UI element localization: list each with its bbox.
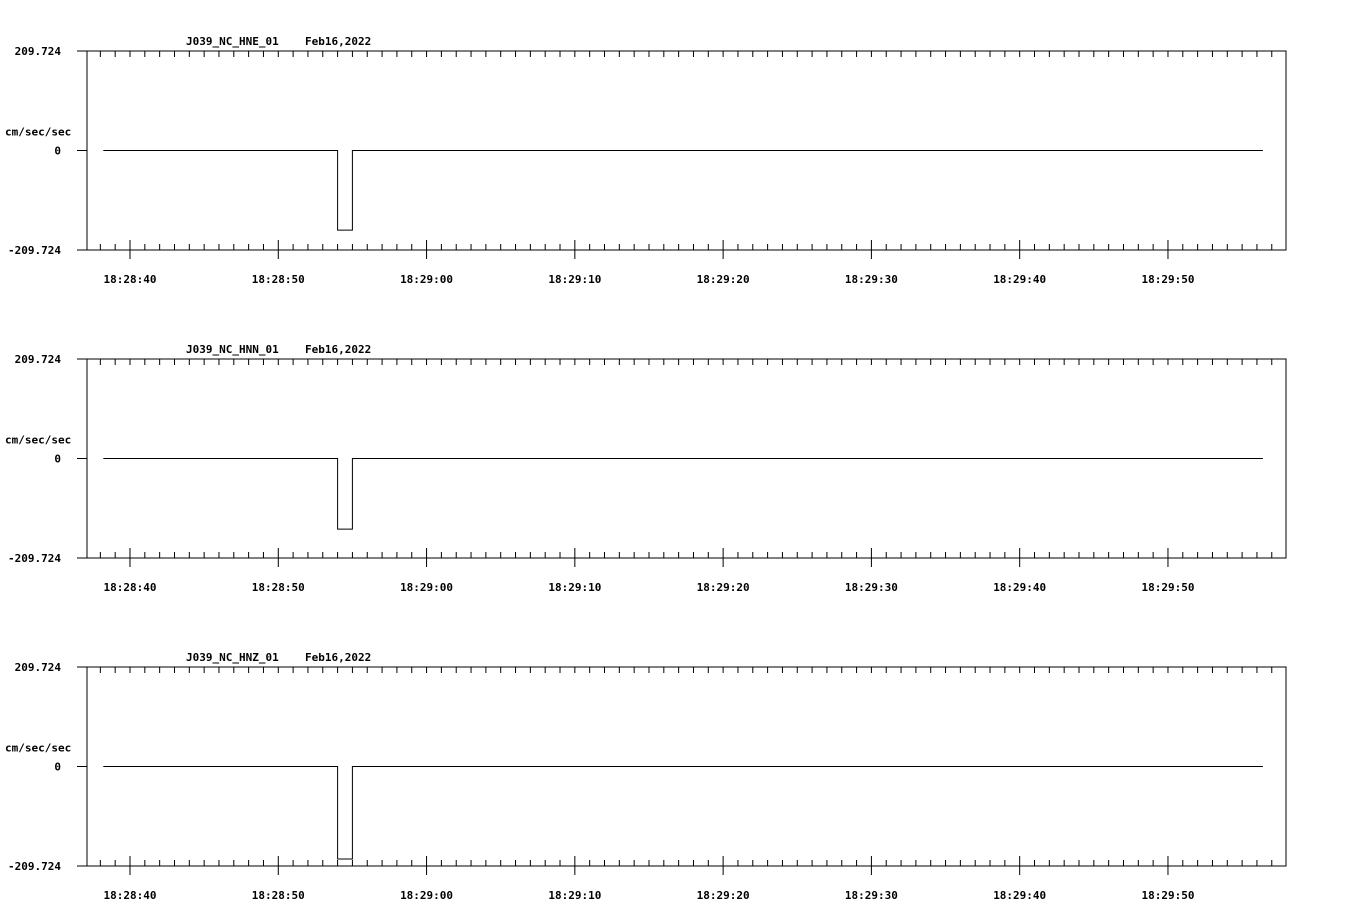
x-tick-label: 18:29:10	[548, 273, 601, 286]
x-tick-label: 18:28:40	[104, 273, 157, 286]
x-tick-label: 18:28:40	[104, 889, 157, 902]
y-axis-label: cm/sec/sec	[5, 742, 71, 755]
x-tick-label: 18:29:10	[548, 889, 601, 902]
x-tick-label: 18:29:50	[1141, 581, 1194, 594]
x-tick-label: 18:29:00	[400, 889, 453, 902]
y-tick-label: 0	[54, 761, 61, 774]
y-axis-label: cm/sec/sec	[5, 434, 71, 447]
trace-hnn	[103, 458, 1263, 530]
y-tick-label: 209.724	[15, 45, 62, 58]
x-tick-label: 18:29:20	[697, 889, 750, 902]
x-tick-label: 18:29:10	[548, 581, 601, 594]
y-tick-label: 0	[54, 145, 61, 158]
y-tick-label: 209.724	[15, 353, 62, 366]
x-tick-label: 18:29:30	[845, 581, 898, 594]
x-tick-label: 18:28:40	[104, 581, 157, 594]
y-axis-label: cm/sec/sec	[5, 126, 71, 139]
station-title: J039_NC_HNE_01	[186, 35, 279, 48]
x-tick-label: 18:29:50	[1141, 273, 1194, 286]
x-tick-label: 18:29:40	[993, 581, 1046, 594]
y-tick-label: -209.724	[8, 244, 61, 257]
y-tick-label: -209.724	[8, 552, 61, 565]
y-tick-label: 209.724	[15, 661, 62, 674]
x-tick-label: 18:29:30	[845, 273, 898, 286]
y-tick-label: 0	[54, 453, 61, 466]
x-tick-label: 18:28:50	[252, 581, 305, 594]
x-tick-label: 18:29:30	[845, 889, 898, 902]
x-tick-label: 18:29:00	[400, 273, 453, 286]
date-title: Feb16,2022	[305, 343, 371, 356]
date-title: Feb16,2022	[305, 651, 371, 664]
date-title: Feb16,2022	[305, 35, 371, 48]
x-tick-label: 18:28:50	[252, 273, 305, 286]
trace-hnz	[103, 766, 1263, 860]
x-tick-label: 18:29:20	[697, 273, 750, 286]
panel-hnz: J039_NC_HNZ_01 Feb16,2022 209.724 0 -209.724…	[5, 651, 1287, 902]
x-tick-label: 18:29:00	[400, 581, 453, 594]
x-tick-label: 18:29:50	[1141, 889, 1194, 902]
x-tick-label: 18:29:20	[697, 581, 750, 594]
x-tick-label: 18:29:40	[993, 273, 1046, 286]
station-title: J039_NC_HNZ_01	[186, 651, 279, 664]
trace-hne	[103, 150, 1263, 231]
x-tick-label: 18:29:40	[993, 889, 1046, 902]
x-tick-label: 18:28:50	[252, 889, 305, 902]
panel-hnn: J039_NC_HNN_01 Feb16,2022 209.724 0 -209.724…	[5, 343, 1287, 594]
station-title: J039_NC_HNN_01	[186, 343, 279, 356]
y-tick-label: -209.724	[8, 860, 61, 873]
panel-hne: J039_NC_HNE_01 Feb16,2022 209.724 0 -209.724…	[5, 35, 1287, 286]
